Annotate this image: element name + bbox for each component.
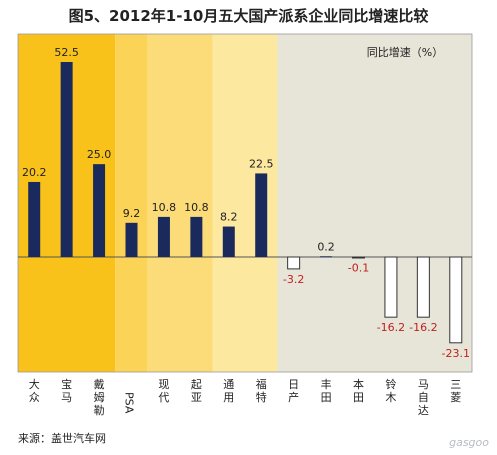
group-background-3 xyxy=(212,34,278,372)
bar-6 xyxy=(222,226,235,257)
chart-title: 图5、2012年1-10月五大国产派系企业同比增速比较 xyxy=(68,7,429,25)
data-label-3: 9.2 xyxy=(123,207,141,220)
data-label-8: -3.2 xyxy=(283,273,304,286)
data-label-4: 10.8 xyxy=(152,201,177,214)
source-note: 来源：盖世汽车网 xyxy=(18,432,106,445)
category-label-6: 通用 xyxy=(223,378,234,404)
category-label-11: 铃木 xyxy=(385,377,396,404)
category-label-2: 戴姆勒 xyxy=(94,377,105,417)
category-label-12: 马自达 xyxy=(418,378,429,417)
y-axis-unit-label: 同比增速（%） xyxy=(367,45,443,59)
group-background-1 xyxy=(115,34,148,372)
bar-10 xyxy=(352,256,365,259)
data-label-13: -23.1 xyxy=(442,347,470,360)
data-label-7: 22.5 xyxy=(249,157,274,170)
bar-12 xyxy=(416,256,430,318)
data-label-1: 52.5 xyxy=(54,46,79,59)
bar-13 xyxy=(449,256,463,344)
bar-3 xyxy=(125,222,138,257)
data-label-0: 20.2 xyxy=(22,166,47,179)
data-label-5: 10.8 xyxy=(184,201,209,214)
category-label-7: 福特 xyxy=(256,377,267,404)
bar-7 xyxy=(255,173,268,257)
bar-4 xyxy=(157,216,170,257)
bar-2 xyxy=(93,164,106,257)
data-label-11: -16.2 xyxy=(377,321,405,334)
bar-5 xyxy=(190,216,203,257)
category-label-13: 三菱 xyxy=(450,378,461,404)
bar-1 xyxy=(60,62,73,257)
data-label-9: 0.2 xyxy=(317,240,335,253)
watermark-logo: gasgoo xyxy=(449,436,489,449)
bar-9 xyxy=(320,256,333,258)
category-label-3: PSA xyxy=(123,392,136,414)
category-label-4: 现代 xyxy=(158,378,169,404)
bar-8 xyxy=(287,256,301,270)
bar-0 xyxy=(28,181,41,257)
category-label-5: 起亚 xyxy=(191,378,202,404)
data-label-2: 25.0 xyxy=(87,148,112,161)
group-background-2 xyxy=(147,34,213,372)
category-label-10: 本田 xyxy=(353,377,364,404)
data-label-6: 8.2 xyxy=(220,211,238,224)
group-background-4 xyxy=(277,34,472,372)
data-label-10: -0.1 xyxy=(348,261,369,274)
category-label-9: 丰田 xyxy=(321,378,332,404)
category-label-8: 日产 xyxy=(288,378,299,404)
data-label-12: -16.2 xyxy=(409,321,437,334)
category-label-0: 大众 xyxy=(29,377,40,404)
bar-11 xyxy=(384,256,398,318)
category-label-1: 宝马 xyxy=(61,377,72,404)
plot-border xyxy=(17,33,473,373)
